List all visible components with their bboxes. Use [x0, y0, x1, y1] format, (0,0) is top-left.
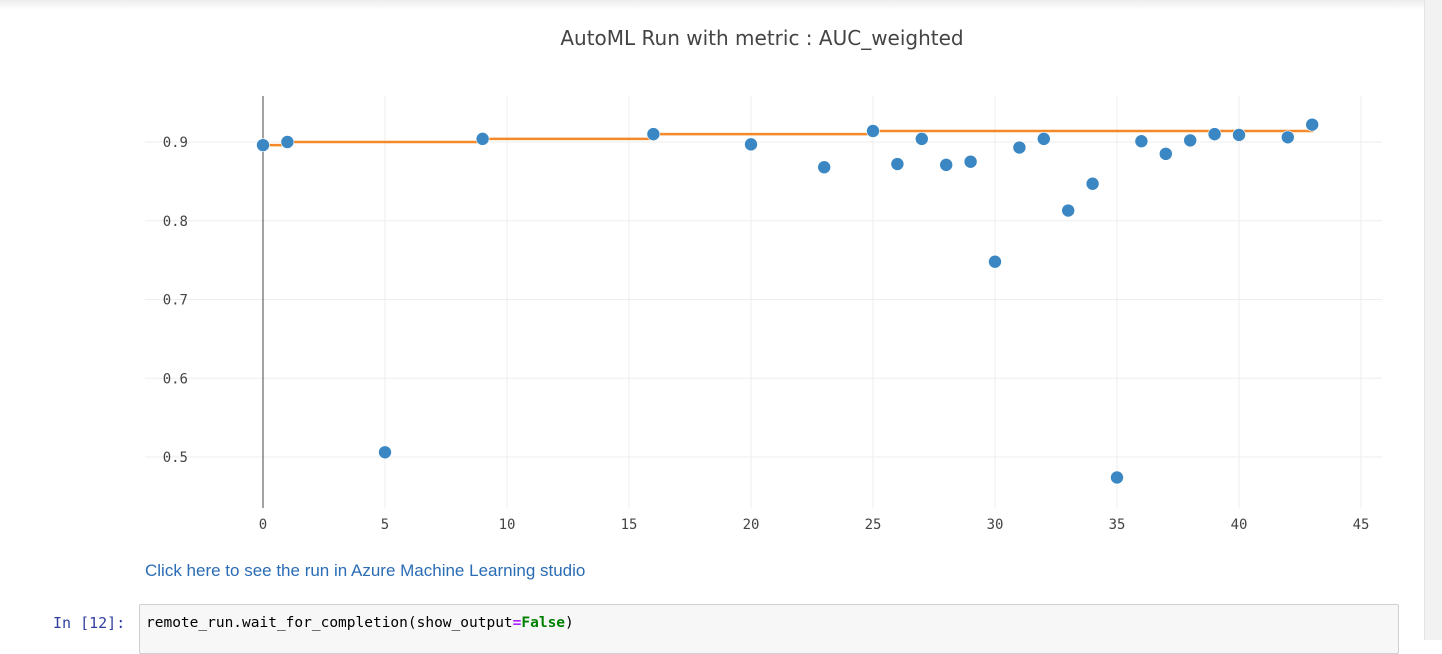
- x-tick-label: 40: [1231, 517, 1248, 533]
- code-cell-input[interactable]: remote_run.wait_for_completion(show_outp…: [139, 604, 1399, 654]
- chart-grid: [145, 96, 1382, 508]
- x-tick-label: 45: [1353, 517, 1370, 533]
- vertical-scrollbar[interactable]: [1424, 0, 1442, 640]
- azure-ml-studio-link[interactable]: Click here to see the run in Azure Machi…: [145, 561, 586, 580]
- run-points: [256, 117, 1319, 485]
- x-tick-label: 20: [743, 517, 760, 533]
- run-point: [1207, 127, 1222, 141]
- run-point: [378, 445, 392, 460]
- run-point: [256, 138, 270, 152]
- code-text: remote_run.wait_for_completion(show_outp…: [146, 615, 513, 631]
- x-tick-label: 30: [987, 517, 1004, 533]
- run-point: [890, 157, 905, 171]
- run-point: [475, 132, 490, 146]
- run-point: [1281, 130, 1295, 145]
- code-operator: =: [512, 615, 522, 631]
- y-tick-label: 0.9: [163, 135, 188, 151]
- run-point: [1037, 132, 1051, 146]
- run-point: [963, 154, 978, 169]
- run-point: [1061, 203, 1075, 218]
- run-point: [817, 160, 832, 174]
- chart-ticks: 0 5 10 15 20 25 30 35 40 45 0.5 0.6 0.7 0.8 0.9: [163, 135, 1370, 533]
- code-text-end: ): [565, 615, 574, 631]
- run-point: [914, 132, 929, 146]
- run-point: [988, 254, 1002, 269]
- run-point: [939, 158, 954, 172]
- run-point: [866, 124, 880, 138]
- y-tick-label: 0.7: [163, 293, 188, 309]
- run-point: [1232, 128, 1246, 142]
- y-tick-label: 0.5: [163, 450, 188, 466]
- y-tick-label: 0.6: [163, 371, 188, 387]
- run-point: [1305, 117, 1319, 132]
- x-tick-label: 35: [1109, 517, 1126, 533]
- automl-run-chart: AutoML Run with metric : AUC_weighted 0 5…: [145, 26, 1382, 533]
- x-tick-label: 5: [381, 517, 389, 533]
- run-point: [1012, 140, 1027, 155]
- x-tick-label: 10: [499, 517, 516, 533]
- chart-title: AutoML Run with metric : AUC_weighted: [560, 26, 963, 50]
- y-tick-label: 0.8: [163, 214, 188, 230]
- top-shadow: [0, 0, 1424, 10]
- x-tick-label: 15: [621, 517, 638, 533]
- run-point: [744, 137, 758, 152]
- run-point: [1159, 147, 1173, 161]
- code-keyword: False: [521, 615, 566, 631]
- run-point: [646, 127, 661, 141]
- run-point: [1110, 470, 1124, 485]
- run-point: [1085, 176, 1100, 191]
- run-point: [1183, 133, 1197, 148]
- x-tick-label: 0: [259, 517, 267, 533]
- cell-prompt: In [12]:: [53, 614, 126, 632]
- run-point: [280, 135, 295, 149]
- run-point: [1134, 134, 1149, 149]
- x-tick-label: 25: [865, 517, 882, 533]
